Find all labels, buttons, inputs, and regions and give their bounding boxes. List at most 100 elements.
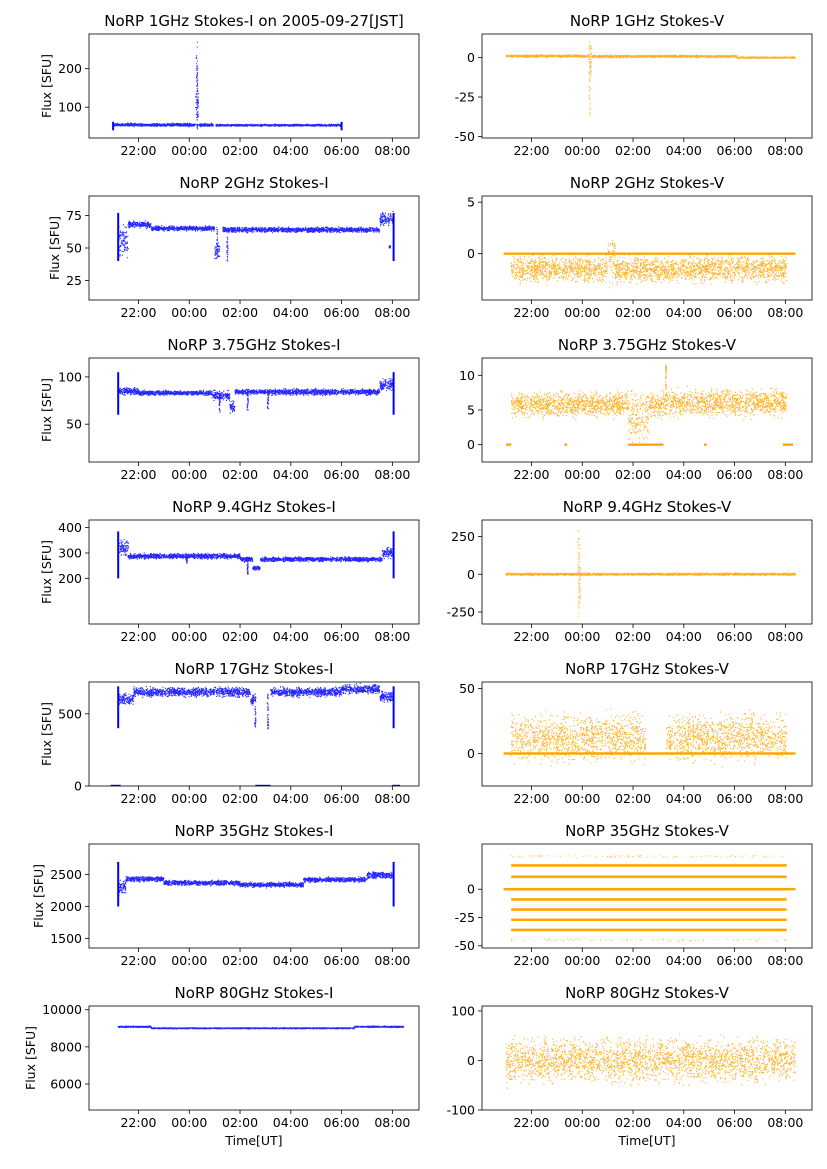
x-tick-label: 22:00 bbox=[513, 305, 549, 320]
x-tick-label: 04:00 bbox=[666, 143, 702, 158]
data-series bbox=[505, 41, 796, 117]
x-tick-label: 08:00 bbox=[374, 953, 410, 968]
x-tick-label: 08:00 bbox=[767, 467, 803, 482]
chart-panel-v-2: 22:00 00:00 02:00 04:00 06:00 08:00 10 5 0 NoRP 3… bbox=[459, 336, 813, 482]
x-tick-label: 02:00 bbox=[615, 629, 651, 644]
chart-panel-i-2: 22:00 00:00 02:00 04:00 06:00 08:00 50 100 NoRP … bbox=[39, 336, 420, 482]
data-series bbox=[505, 1033, 796, 1089]
chart-panel-v-0: 22:00 00:00 02:00 04:00 06:00 08:00 0 -25 -50 NoR… bbox=[455, 12, 813, 158]
x-tick-label: 00:00 bbox=[564, 1115, 600, 1130]
y-tick-label: 50 bbox=[459, 681, 475, 696]
panel-title: NoRP 3.75GHz Stokes-V bbox=[558, 336, 737, 354]
axes-frame bbox=[88, 33, 420, 139]
scatter-points bbox=[510, 240, 787, 289]
x-tick-label: 06:00 bbox=[324, 143, 360, 158]
x-tick-label: 00:00 bbox=[171, 467, 207, 482]
axes-frame bbox=[481, 519, 813, 625]
y-tick-label: -100 bbox=[447, 1103, 475, 1118]
x-tick-label: 04:00 bbox=[273, 143, 309, 158]
y-tick-label: 400 bbox=[58, 520, 82, 535]
axes-frame bbox=[481, 33, 813, 139]
scatter-points bbox=[505, 41, 796, 117]
y-axis-label: Flux [SFU] bbox=[47, 216, 62, 280]
x-tick-label: 04:00 bbox=[273, 305, 309, 320]
scatter-points bbox=[118, 682, 394, 730]
x-tick-label: 06:00 bbox=[717, 953, 753, 968]
x-tick-label: 06:00 bbox=[717, 1115, 753, 1130]
y-tick-label: 250 bbox=[451, 529, 475, 544]
y-tick-label: 0 bbox=[467, 567, 475, 582]
x-tick-label: 02:00 bbox=[615, 305, 651, 320]
axes-frame bbox=[88, 843, 420, 949]
x-tick-label: 04:00 bbox=[666, 629, 702, 644]
data-series bbox=[117, 210, 395, 262]
x-tick-label: 02:00 bbox=[615, 143, 651, 158]
data-series bbox=[505, 530, 796, 617]
y-tick-label: 0 bbox=[467, 1053, 475, 1068]
axes-frame bbox=[88, 357, 420, 463]
chart-panel-i-6: 22:00 00:00 02:00 04:00 06:00 08:00 6000 8000 10… bbox=[23, 984, 420, 1148]
chart-panel-i-5: 22:00 00:00 02:00 04:00 06:00 08:00 1500 2000 25… bbox=[31, 822, 420, 968]
x-tick-label: 06:00 bbox=[324, 791, 360, 806]
y-tick-label: -50 bbox=[455, 938, 475, 953]
x-tick-label: 08:00 bbox=[374, 629, 410, 644]
y-tick-label: 25 bbox=[66, 273, 82, 288]
panel-title: NoRP 1GHz Stokes-V bbox=[570, 12, 725, 30]
scatter-points bbox=[117, 871, 395, 897]
x-tick-label: 08:00 bbox=[374, 467, 410, 482]
chart-panel-v-5: 22:00 00:00 02:00 04:00 06:00 08:00 0 -25 -50 NoR… bbox=[455, 822, 813, 968]
panel-title: NoRP 9.4GHz Stokes-I bbox=[172, 498, 336, 516]
panel-title: NoRP 35GHz Stokes-I bbox=[175, 822, 334, 840]
scatter-points bbox=[505, 1033, 796, 1089]
chart-panel-v-1: 22:00 00:00 02:00 04:00 06:00 08:00 5 0 NoRP 2GH… bbox=[467, 174, 813, 320]
y-tick-label: 500 bbox=[58, 706, 82, 721]
y-tick-label: 100 bbox=[451, 1003, 475, 1018]
x-tick-label: 22:00 bbox=[513, 629, 549, 644]
y-tick-label: 10 bbox=[459, 368, 475, 383]
x-tick-label: 02:00 bbox=[615, 791, 651, 806]
x-tick-label: 06:00 bbox=[717, 305, 753, 320]
scatter-points bbox=[505, 530, 796, 617]
axes-frame bbox=[481, 681, 813, 787]
x-tick-label: 00:00 bbox=[171, 953, 207, 968]
y-tick-label: 5 bbox=[467, 403, 475, 418]
y-tick-label: 8000 bbox=[50, 1039, 82, 1054]
panel-title: NoRP 9.4GHz Stokes-V bbox=[563, 498, 732, 516]
axes-frame bbox=[481, 195, 813, 301]
chart-panel-v-3: 22:00 00:00 02:00 04:00 06:00 08:00 250 0 -250 No… bbox=[447, 498, 813, 644]
x-tick-label: 00:00 bbox=[564, 629, 600, 644]
x-tick-label: 00:00 bbox=[564, 791, 600, 806]
data-series bbox=[117, 861, 395, 907]
y-axis-label: Flux [SFU] bbox=[39, 540, 54, 604]
x-tick-label: 08:00 bbox=[767, 305, 803, 320]
x-tick-label: 06:00 bbox=[324, 305, 360, 320]
chart-panel-i-4: 22:00 00:00 02:00 04:00 06:00 08:00 0 500 NoRP 1… bbox=[39, 660, 420, 806]
x-tick-label: 00:00 bbox=[171, 305, 207, 320]
scatter-points bbox=[510, 364, 788, 445]
x-tick-label: 06:00 bbox=[717, 143, 753, 158]
x-tick-label: 02:00 bbox=[222, 629, 258, 644]
y-tick-label: 300 bbox=[58, 545, 82, 560]
y-tick-label: 0 bbox=[467, 437, 475, 452]
axes-frame bbox=[88, 1005, 420, 1111]
x-tick-label: 02:00 bbox=[615, 467, 651, 482]
x-tick-label: 08:00 bbox=[374, 305, 410, 320]
chart-panel-i-0: 22:00 00:00 02:00 04:00 06:00 08:00 100 200 NoRP… bbox=[39, 12, 420, 158]
chart-panel-v-6: 22:00 00:00 02:00 04:00 06:00 08:00 100 0 -100 No… bbox=[447, 984, 813, 1148]
x-tick-label: 06:00 bbox=[717, 467, 753, 482]
x-tick-label: 04:00 bbox=[273, 1115, 309, 1130]
scatter-points bbox=[117, 378, 395, 414]
chart-panel-i-1: 22:00 00:00 02:00 04:00 06:00 08:00 25 50 75 NoRP… bbox=[47, 174, 420, 320]
x-tick-label: 00:00 bbox=[564, 305, 600, 320]
x-tick-label: 22:00 bbox=[120, 629, 156, 644]
y-axis-label: Flux [SFU] bbox=[39, 378, 54, 442]
panel-title: NoRP 2GHz Stokes-I bbox=[179, 174, 328, 192]
axes-frame bbox=[88, 195, 420, 301]
panel-title: NoRP 80GHz Stokes-I bbox=[175, 984, 334, 1002]
x-tick-label: 04:00 bbox=[666, 305, 702, 320]
x-tick-label: 00:00 bbox=[171, 1115, 207, 1130]
x-tick-label: 02:00 bbox=[222, 1115, 258, 1130]
x-tick-label: 22:00 bbox=[513, 467, 549, 482]
x-axis-label: Time[UT] bbox=[224, 1133, 282, 1148]
y-axis-label: Flux [SFU] bbox=[39, 54, 54, 118]
